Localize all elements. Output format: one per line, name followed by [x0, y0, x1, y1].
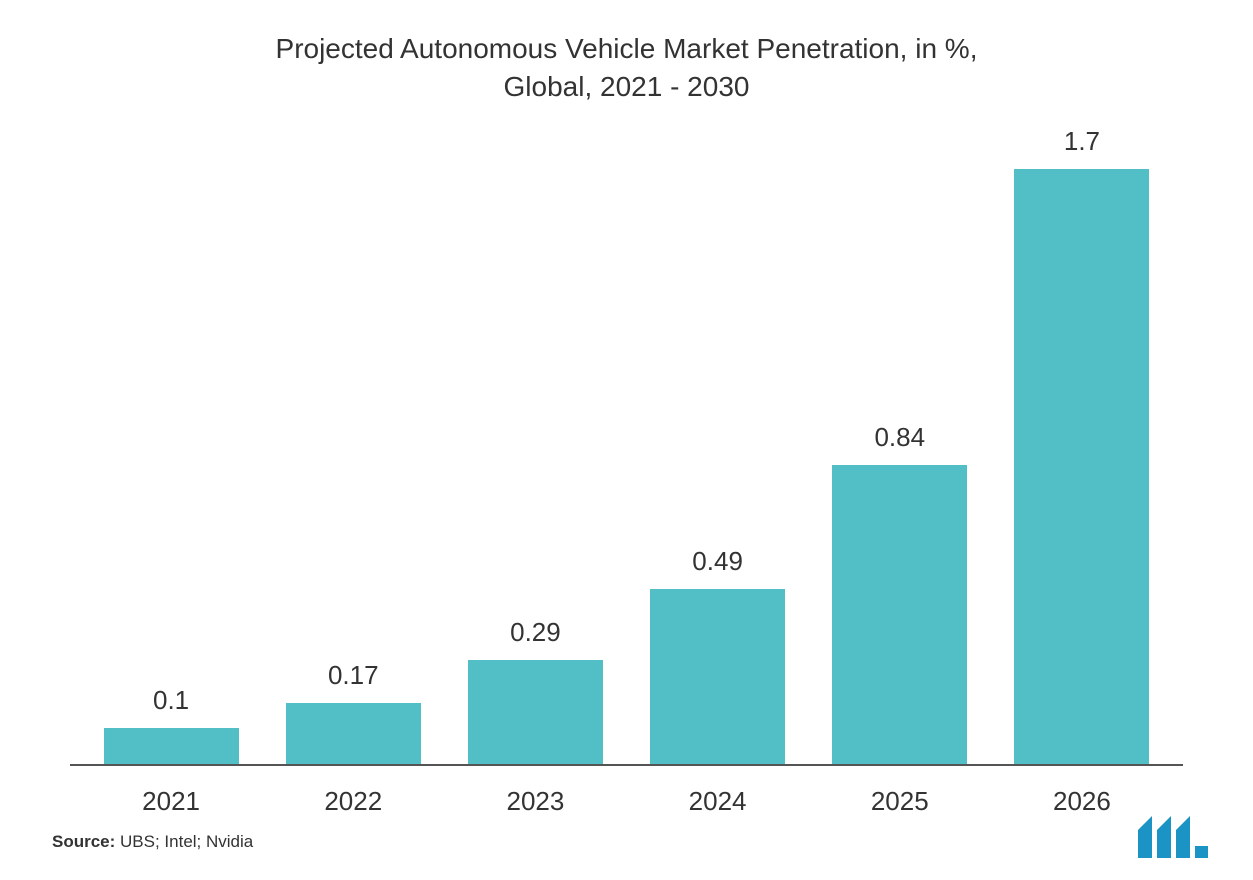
title-line-2: Global, 2021 - 2030	[504, 71, 750, 102]
mi-logo-icon	[1138, 816, 1208, 858]
bar-value-label: 0.84	[874, 422, 925, 453]
bar	[286, 703, 421, 763]
source-text: UBS; Intel; Nvidia	[115, 832, 253, 851]
x-axis-label: 2024	[627, 786, 809, 817]
bar	[650, 589, 785, 763]
title-line-1: Projected Autonomous Vehicle Market Pene…	[276, 33, 978, 64]
bar-group: 0.1	[80, 126, 262, 764]
x-axis-label: 2025	[809, 786, 991, 817]
x-axis-label: 2022	[262, 786, 444, 817]
x-axis-label: 2023	[444, 786, 626, 817]
x-axis-label: 2026	[991, 786, 1173, 817]
bar-value-label: 0.1	[153, 685, 189, 716]
bar-group: 0.17	[262, 126, 444, 764]
bar-value-label: 1.7	[1064, 126, 1100, 157]
x-axis-labels: 202120222023202420252026	[70, 786, 1183, 817]
bar-group: 0.49	[627, 126, 809, 764]
bar	[832, 465, 967, 764]
source-label: Source:	[52, 832, 115, 851]
bar-value-label: 0.17	[328, 660, 379, 691]
source-attribution: Source: UBS; Intel; Nvidia	[52, 832, 253, 852]
bar-group: 0.84	[809, 126, 991, 764]
bar	[104, 728, 239, 764]
x-axis-label: 2021	[80, 786, 262, 817]
bar-group: 0.29	[444, 126, 626, 764]
chart-container: Projected Autonomous Vehicle Market Pene…	[50, 30, 1203, 820]
bar	[1014, 169, 1149, 764]
bar-value-label: 0.49	[692, 546, 743, 577]
bar-group: 1.7	[991, 126, 1173, 764]
chart-title: Projected Autonomous Vehicle Market Pene…	[50, 30, 1203, 106]
bars-row: 0.1 0.17 0.29 0.49 0.84 1.7	[70, 126, 1183, 764]
plot-area: 0.1 0.17 0.29 0.49 0.84 1.7	[70, 126, 1183, 766]
bar-value-label: 0.29	[510, 617, 561, 648]
bar	[468, 660, 603, 763]
